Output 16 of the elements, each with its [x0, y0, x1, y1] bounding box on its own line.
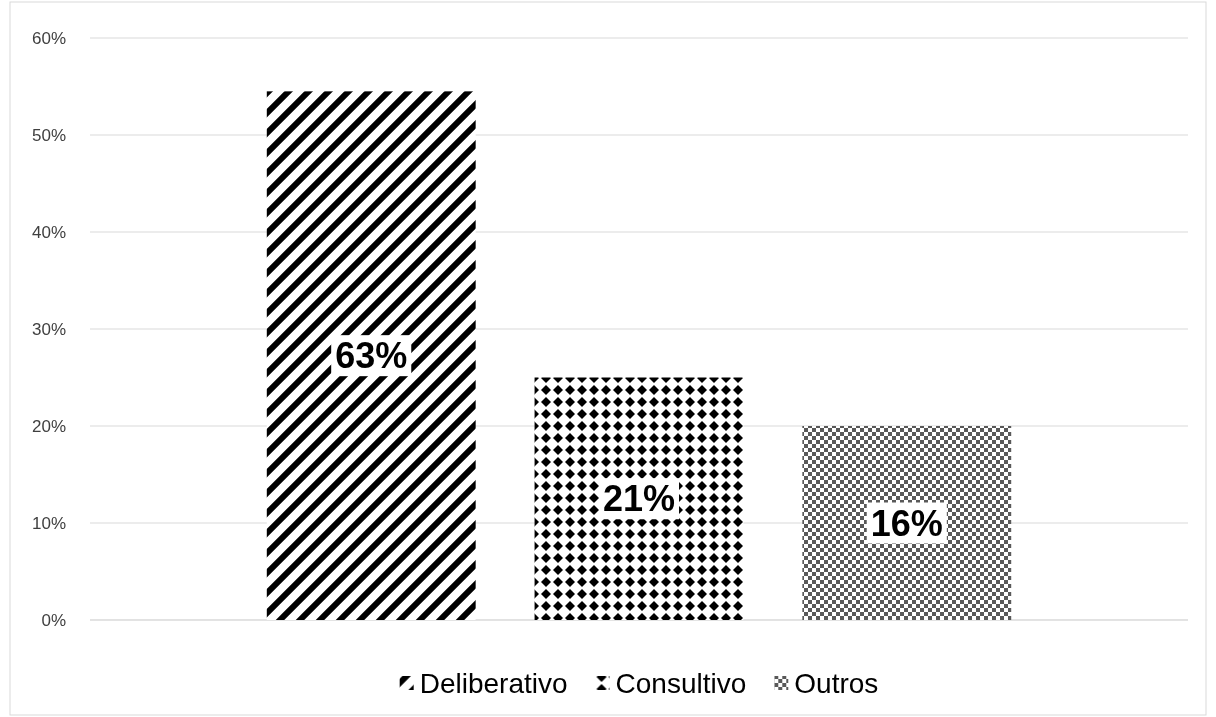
annotation: 63% [335, 335, 408, 377]
y-tick-label: 30% [31, 319, 66, 339]
legend-label: Consultivo [615, 667, 747, 699]
annotation: 16% [870, 502, 943, 544]
legend-label: Outros [794, 667, 879, 699]
y-tick-label: 50% [31, 125, 66, 145]
y-tick-label: 10% [31, 513, 66, 533]
bar [266, 91, 476, 620]
legend-label: Deliberativo [419, 667, 568, 699]
bar [802, 426, 1012, 620]
bar [534, 377, 744, 620]
y-tick-label: 40% [31, 222, 66, 242]
annotation: 21% [602, 478, 676, 520]
y-tick-label: 60% [31, 28, 66, 48]
y-tick-label: 0% [41, 610, 66, 630]
y-tick-label: 20% [31, 416, 66, 436]
